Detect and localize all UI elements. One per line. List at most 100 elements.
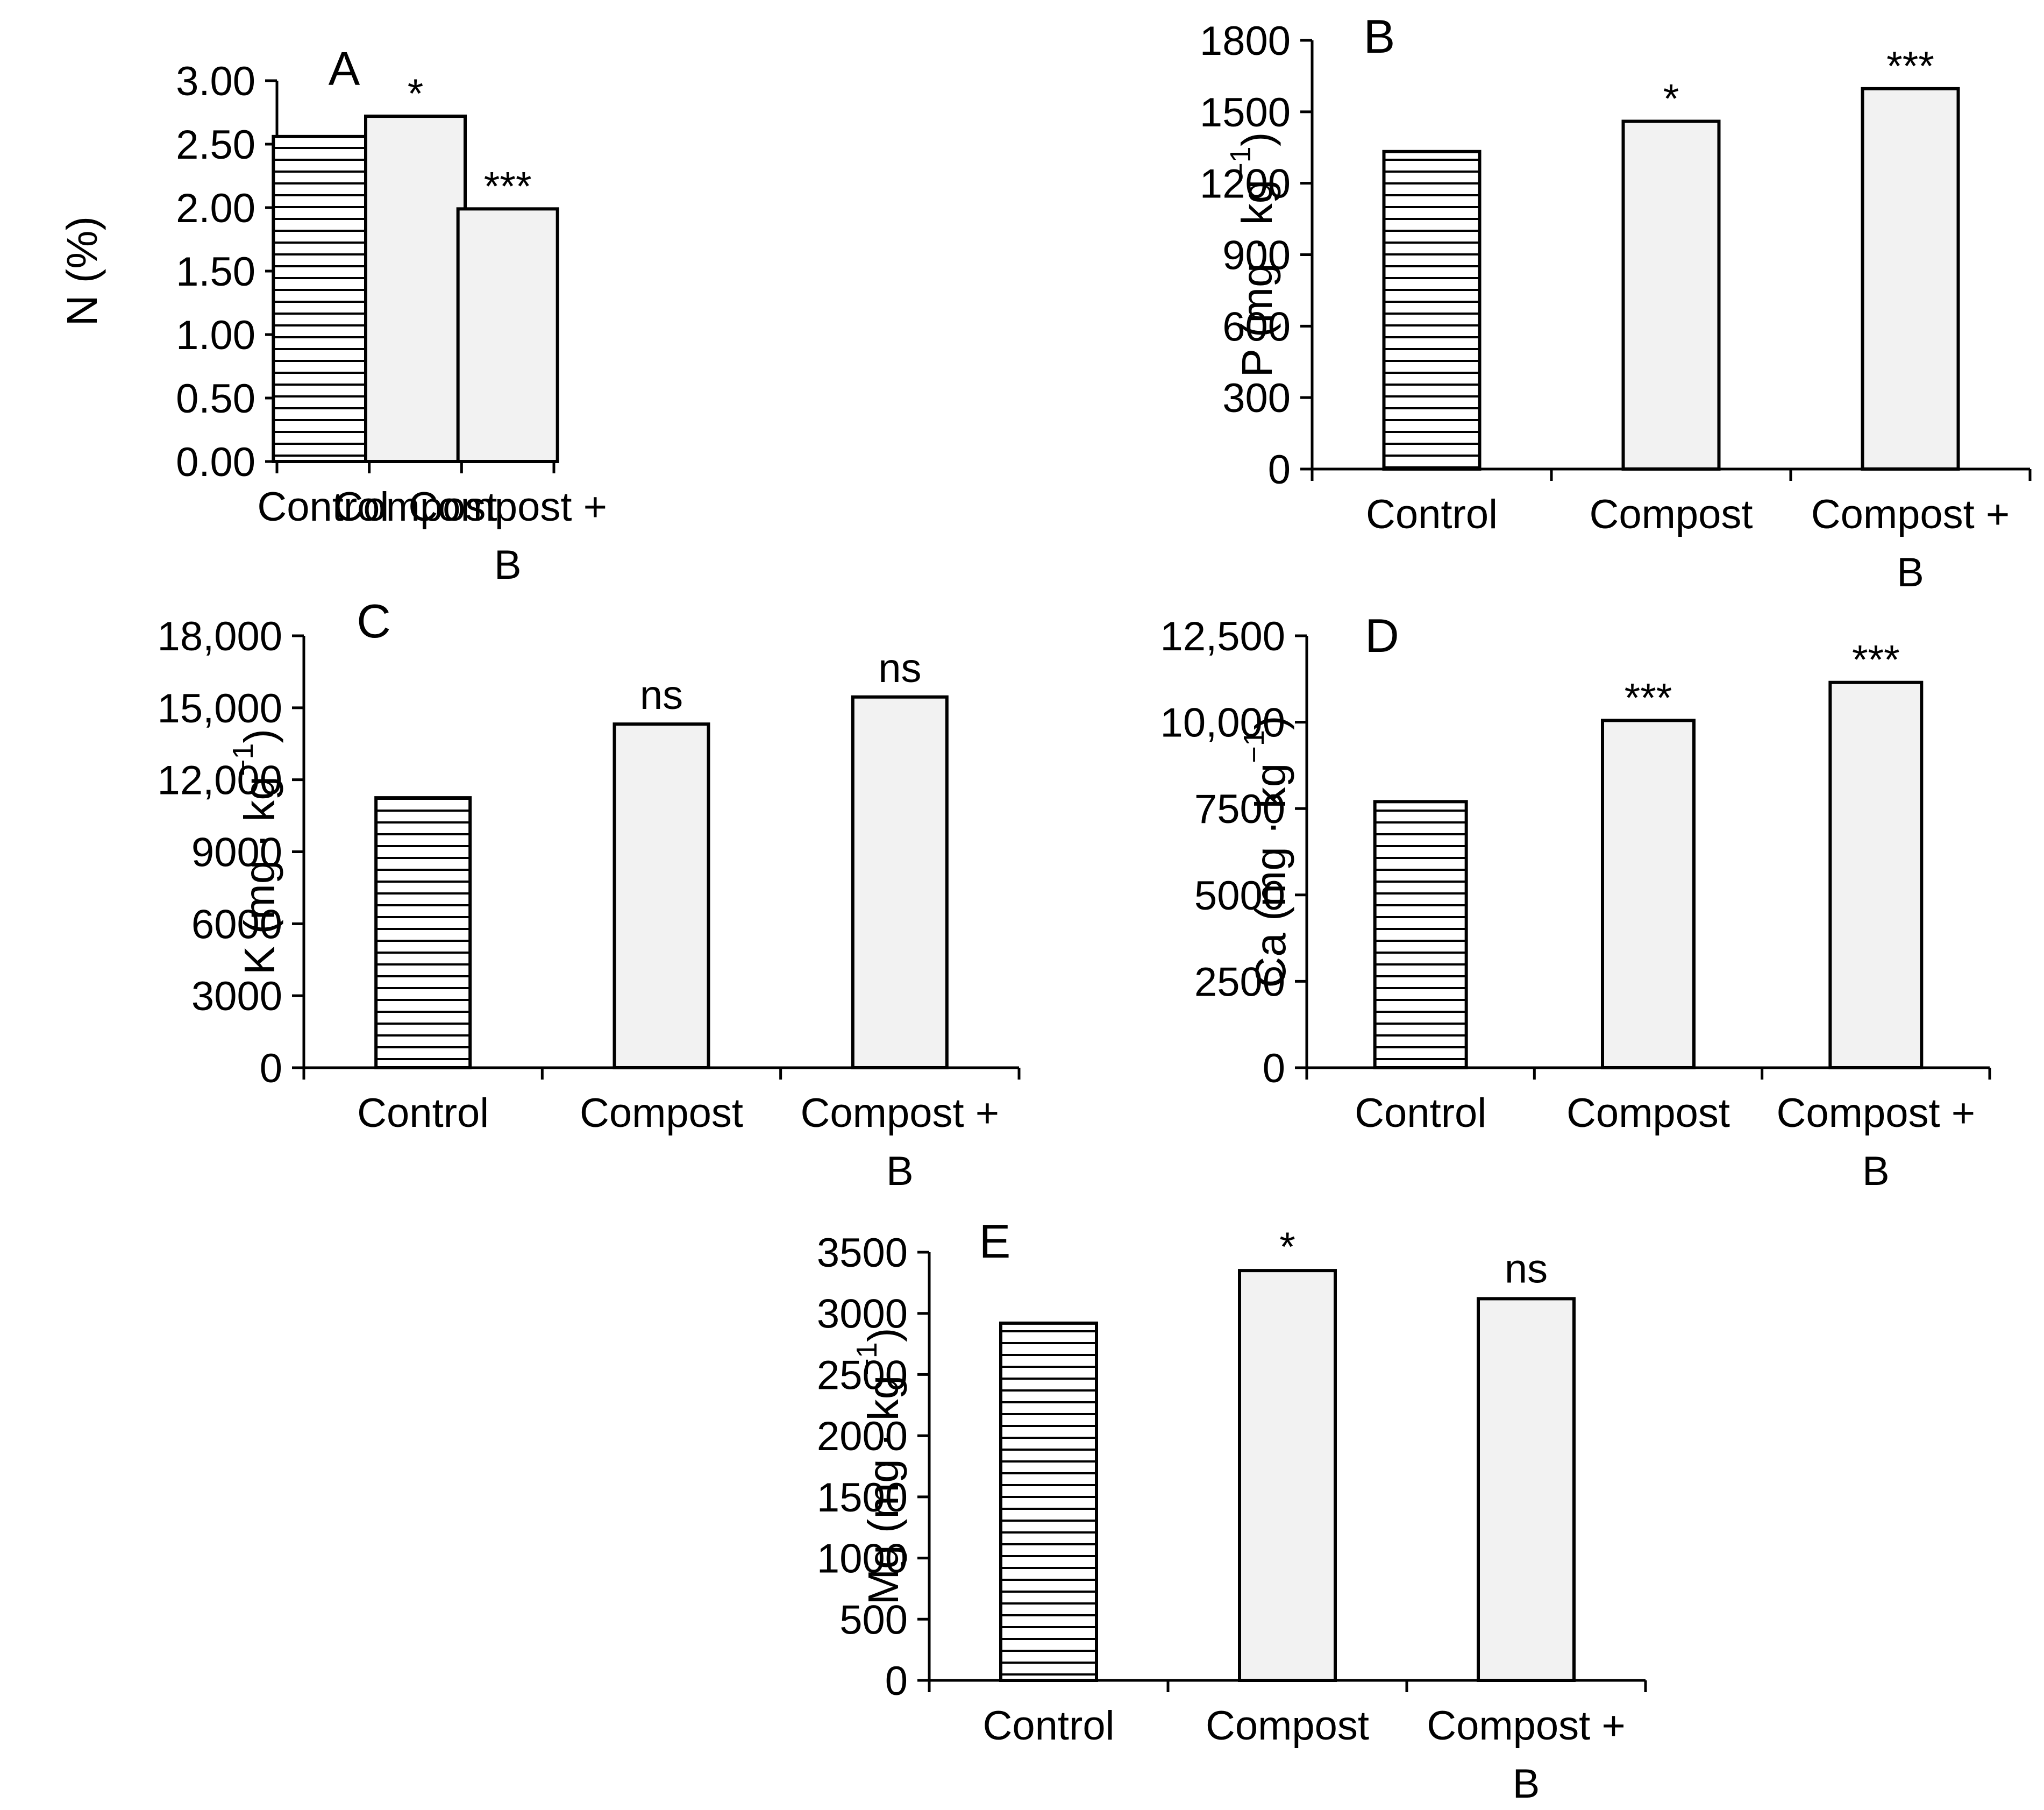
y-axis-title-superscript: −1 bbox=[1224, 146, 1257, 180]
bar-e-control bbox=[999, 1321, 1098, 1683]
significance-label: ns bbox=[1505, 1246, 1548, 1291]
bar-c-compost bbox=[613, 722, 710, 1070]
x-category-label: B bbox=[886, 1148, 914, 1194]
y-tick-label: 600 bbox=[1222, 304, 1291, 350]
significance-label: *** bbox=[1625, 675, 1672, 721]
y-tick-label: 0 bbox=[1268, 447, 1291, 493]
y-axis-title: P (mg · kg−1) bbox=[1224, 132, 1281, 378]
y-axis-title-superscript: −1 bbox=[851, 1342, 883, 1375]
significance-label: *** bbox=[1886, 44, 1934, 89]
x-category-label: B bbox=[1897, 550, 1924, 595]
x-category-label: Compost + bbox=[1811, 492, 2010, 537]
panel-d: 0 2500 5000 7500 10,000 12,500 Control *** Compo… bbox=[1160, 609, 1991, 1194]
bar-a-compost bbox=[364, 115, 467, 463]
panel-b: 0 300 600 900 1200 1500 1800 Control * Compost ***… bbox=[1200, 10, 2032, 595]
y-tick-label: 1.50 bbox=[176, 249, 255, 295]
panel-letter: C bbox=[357, 594, 391, 648]
y-tick-label: 5000 bbox=[1194, 873, 1285, 919]
y-tick-label: 3000 bbox=[191, 974, 282, 1019]
y-tick-label: 2500 bbox=[817, 1352, 908, 1398]
significance-label: ns bbox=[878, 645, 921, 691]
y-tick-label: 1.00 bbox=[176, 313, 255, 358]
x-category-label: Compost bbox=[1589, 492, 1753, 537]
y-tick-label: 1000 bbox=[817, 1536, 908, 1582]
y-tick-label: 2500 bbox=[1194, 959, 1285, 1005]
y-tick-label: 12,500 bbox=[1160, 614, 1285, 659]
x-category-label: Compost + bbox=[408, 484, 607, 530]
x-category-label: Compost + bbox=[1427, 1703, 1626, 1749]
panel-c: 0 3000 6000 9000 12,000 15,000 18,000 Control ns… bbox=[158, 594, 1021, 1194]
y-tick-label: 2.50 bbox=[176, 122, 255, 168]
significance-label: *** bbox=[484, 164, 532, 209]
bar-b-compost-b bbox=[1861, 87, 1960, 471]
bar-d-control bbox=[1373, 800, 1468, 1070]
x-category-label: Compost + bbox=[801, 1090, 1000, 1136]
significance-label: * bbox=[1663, 76, 1679, 122]
x-category-label: Control bbox=[1366, 492, 1498, 537]
x-category-label: Compost bbox=[1206, 1703, 1369, 1749]
y-tick-label: 7500 bbox=[1194, 786, 1285, 832]
x-category-label: B bbox=[1513, 1761, 1540, 1807]
y-tick-label: 0.50 bbox=[176, 376, 255, 422]
x-category-label: Control bbox=[257, 484, 389, 530]
y-axis-title: Mg (mg · kg−1) bbox=[851, 1328, 907, 1605]
x-category-label: Control bbox=[1355, 1090, 1486, 1136]
x-category-label: Compost bbox=[580, 1090, 743, 1136]
x-category-label: B bbox=[1862, 1148, 1890, 1194]
y-axis-title-main: Ca (mg · kg bbox=[1247, 763, 1294, 988]
panel-letter: A bbox=[329, 42, 360, 95]
bar-a-compost-b bbox=[456, 207, 559, 463]
y-axis-title-close: ) bbox=[1233, 132, 1281, 147]
bar-e-compost-b bbox=[1477, 1297, 1576, 1682]
panel-e: 0 500 1000 1500 2000 2500 3000 3500 Control * Comp… bbox=[817, 1215, 1647, 1807]
y-tick-label: 12,000 bbox=[158, 758, 282, 804]
y-axis-title: K (mg · kg−1) bbox=[227, 729, 283, 975]
y-tick-label: 6000 bbox=[191, 902, 282, 947]
bar-d-compost bbox=[1601, 719, 1696, 1069]
significance-label: * bbox=[1279, 1224, 1295, 1270]
y-tick-label: 900 bbox=[1222, 233, 1291, 279]
x-category-label: B bbox=[494, 542, 522, 588]
y-tick-label: 0 bbox=[885, 1658, 908, 1704]
y-tick-label: 500 bbox=[839, 1597, 908, 1643]
y-axis-title-main: P (mg · kg bbox=[1233, 180, 1281, 378]
panel-letter: B bbox=[1364, 10, 1395, 63]
y-tick-label: 15,000 bbox=[158, 686, 282, 732]
y-axis-title-close: ) bbox=[859, 1328, 907, 1343]
y-axis-title-superscript: −1 bbox=[1238, 730, 1270, 763]
y-tick-label: 9000 bbox=[191, 830, 282, 876]
bar-b-compost bbox=[1621, 119, 1721, 471]
y-tick-label: 1500 bbox=[1200, 90, 1291, 136]
x-category-label: Compost + bbox=[1777, 1090, 1976, 1136]
y-tick-label: 18,000 bbox=[158, 614, 282, 659]
significance-label: ns bbox=[640, 672, 683, 718]
y-axis-title: N (%) bbox=[58, 216, 106, 326]
x-category-label: Control bbox=[983, 1703, 1115, 1749]
y-tick-label: 0 bbox=[1263, 1046, 1285, 1091]
y-tick-label: 10,000 bbox=[1160, 700, 1285, 746]
y-axis-title-superscript: −1 bbox=[227, 743, 259, 777]
y-tick-label: 3.00 bbox=[176, 59, 255, 104]
y-axis-title-close: ) bbox=[236, 729, 283, 743]
y-tick-label: 2000 bbox=[817, 1414, 908, 1459]
y-tick-label: 300 bbox=[1222, 375, 1291, 421]
y-axis-title-main: K (mg · kg bbox=[236, 776, 283, 975]
significance-label: *** bbox=[1852, 637, 1900, 683]
bar-b-control bbox=[1382, 150, 1482, 471]
y-axis-title-main: Mg (mg · kg bbox=[859, 1375, 907, 1605]
y-axis-title: Ca (mg · kg−1) bbox=[1238, 715, 1294, 988]
x-category-label: Compost bbox=[333, 484, 497, 530]
bar-a-control bbox=[272, 134, 375, 463]
x-category-label: Compost bbox=[1566, 1090, 1730, 1136]
bar-c-control bbox=[374, 796, 472, 1069]
panel-letter: E bbox=[979, 1215, 1011, 1268]
y-tick-label: 3000 bbox=[817, 1291, 908, 1337]
bar-d-compost-b bbox=[1828, 680, 1924, 1069]
y-axis-title-close: ) bbox=[1247, 715, 1294, 730]
x-category-label: Control bbox=[357, 1090, 489, 1136]
y-tick-label: 1200 bbox=[1200, 161, 1291, 207]
bar-e-compost bbox=[1238, 1269, 1337, 1682]
bar-c-compost-b bbox=[851, 695, 949, 1069]
y-tick-label: 1500 bbox=[817, 1475, 908, 1521]
